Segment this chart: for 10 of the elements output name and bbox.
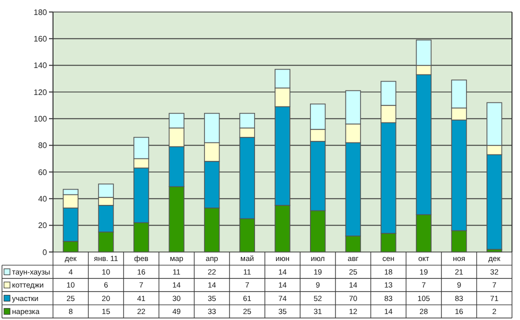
y-tick-label: 60 <box>38 168 48 177</box>
y-tick-label: 100 <box>34 114 48 124</box>
y-tick-label: 180 <box>34 8 48 17</box>
y-tick-label: 20 <box>38 221 48 230</box>
y-tick-label: 140 <box>34 61 48 70</box>
y-tick-label: 120 <box>34 88 48 97</box>
y-tick-label: 0 <box>42 248 48 257</box>
y-tick-label: 160 <box>34 34 48 44</box>
y-tick-label: 80 <box>38 141 48 150</box>
y-tick-label: 40 <box>38 194 48 204</box>
